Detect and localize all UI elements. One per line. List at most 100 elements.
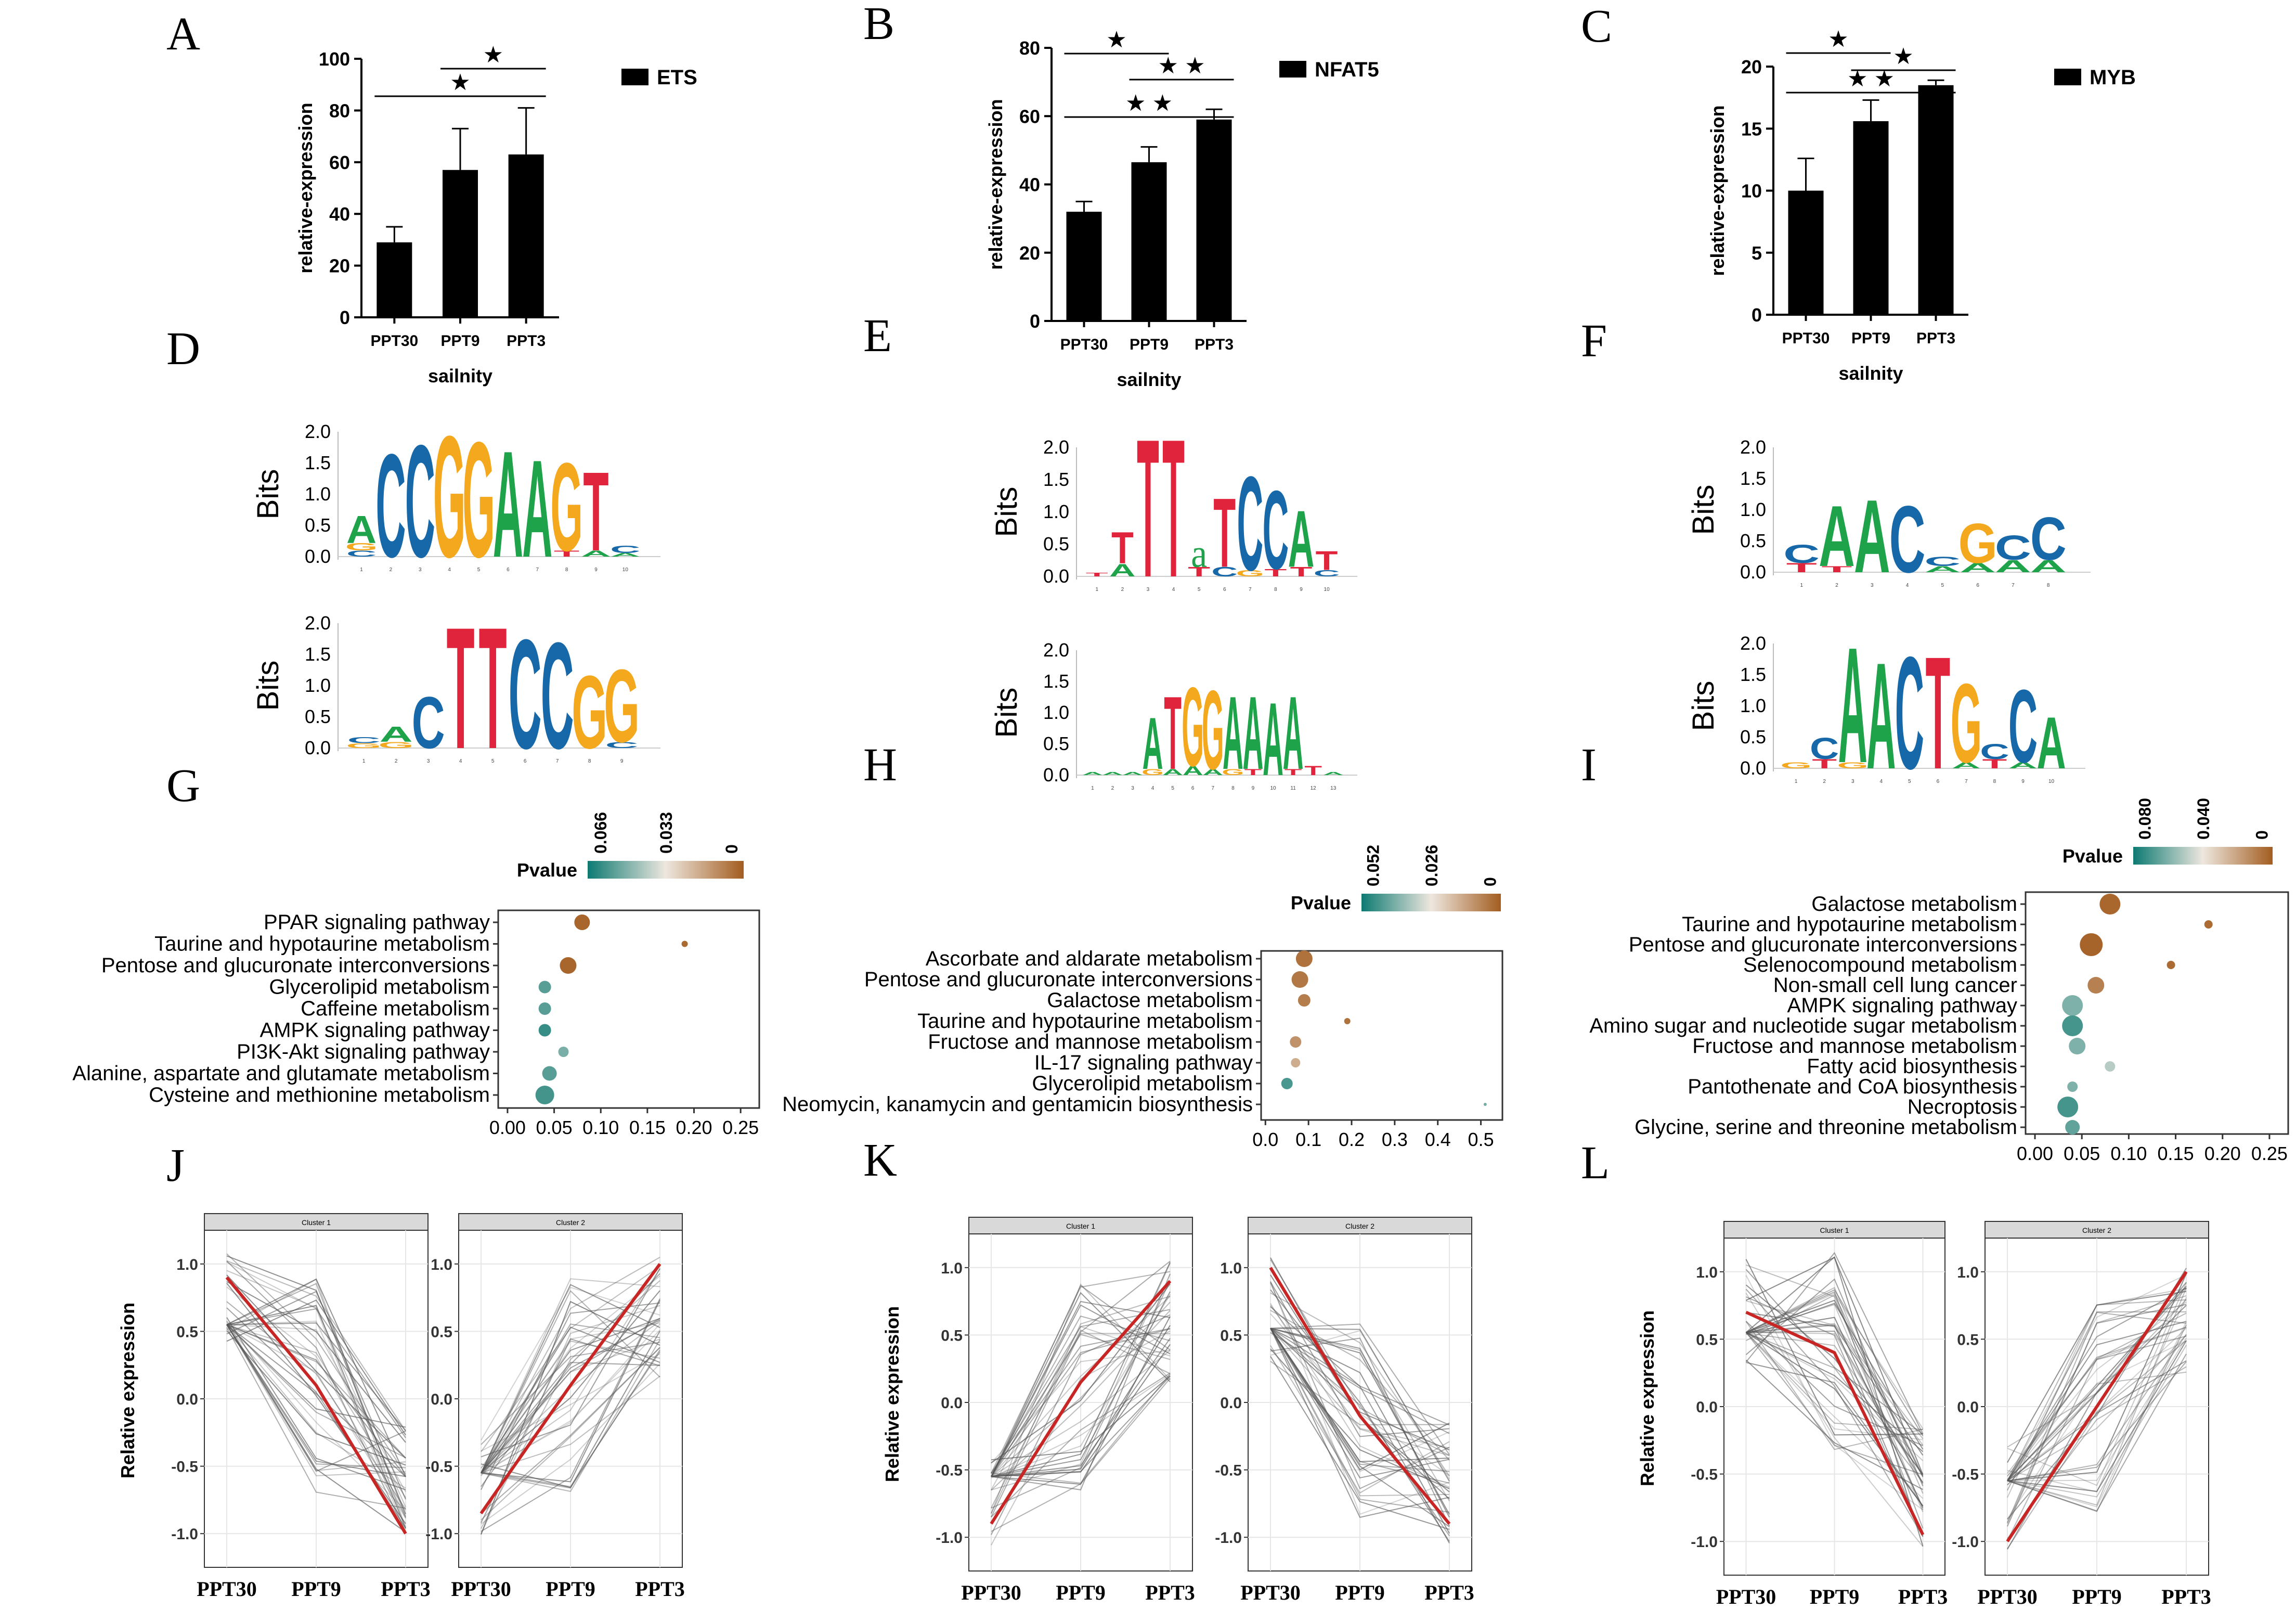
logo-y-title: Bits <box>1687 485 1720 535</box>
x-tick-label-PPT30: PPT30 <box>1977 1585 2038 1608</box>
y-tick-label: 1.0 <box>941 1260 963 1277</box>
y-tick-label: 0.0 <box>1957 1399 1979 1416</box>
point-1 <box>574 915 590 930</box>
logo-position: 7 <box>2012 583 2015 588</box>
x-tick-label-PPT30: PPT30 <box>1716 1585 1776 1608</box>
member-line <box>226 1324 406 1428</box>
member-line <box>481 1347 660 1521</box>
member-line <box>1746 1304 1924 1512</box>
logo-position: 5 <box>1941 583 1944 588</box>
logo-letter-A: A <box>1323 771 1344 776</box>
x-tick-label: 0.25 <box>2251 1143 2288 1164</box>
member-line <box>226 1317 406 1490</box>
member-line <box>2007 1299 2187 1482</box>
point-4 <box>538 981 551 994</box>
logo-position: 2 <box>1823 779 1826 784</box>
y-axis-title: relative-expression <box>985 99 1006 269</box>
member-line <box>226 1324 406 1477</box>
member-line <box>226 1324 406 1459</box>
term-label: Taurine and hypotaurine metabolism <box>1682 913 2017 936</box>
colorbar <box>1361 894 1501 911</box>
logo-y-tick: 1.0 <box>305 483 331 505</box>
logo-letter-T: T <box>1264 566 1287 578</box>
logo-letter-C: C <box>412 682 445 764</box>
logo-letter-T: T <box>1244 767 1262 777</box>
member-line <box>1270 1328 1450 1457</box>
member-line <box>2007 1282 2187 1486</box>
y-tick-label: 0.5 <box>1220 1327 1242 1344</box>
logo-position: 3 <box>1851 779 1854 784</box>
member-line <box>1745 1332 1923 1431</box>
member-line <box>1270 1345 1450 1494</box>
member-line <box>226 1260 406 1532</box>
significance-label: ★ <box>483 42 503 68</box>
logo-letter-A: A <box>1202 767 1223 777</box>
term-label: Amino sugar and nucleotide sugar metabol… <box>1589 1014 2017 1037</box>
member-line <box>481 1257 660 1474</box>
logo-letter-A: A <box>1960 560 1996 575</box>
member-line <box>1270 1303 1450 1488</box>
legend-title: Pvalue <box>2062 845 2123 867</box>
member-line <box>991 1349 1171 1464</box>
legend-tick: 0.040 <box>2194 798 2213 840</box>
member-line <box>1270 1328 1450 1471</box>
member-line <box>481 1268 660 1474</box>
term-label: IL-17 signaling pathway <box>1034 1051 1253 1074</box>
member-line <box>481 1299 660 1483</box>
member-line <box>2007 1302 2187 1482</box>
term-label: Taurine and hypotaurine metabolism <box>154 933 490 956</box>
logo-position: 7 <box>1249 587 1252 593</box>
x-tick-label-PPT3: PPT3 <box>507 332 546 350</box>
logo-y-tick: 2.0 <box>1740 436 1766 458</box>
logo-letter-T: T <box>554 549 579 559</box>
logo-letter-T: T <box>1111 523 1134 573</box>
y-tick-label: -0.5 <box>936 1462 963 1479</box>
logo-position: 2 <box>395 758 398 764</box>
trend-chart-J: Cluster 1 -1.0 -0.5 0.0 0.5 1.0 PPT30 PPT9 PPT3 C… <box>117 1213 685 1601</box>
logo-letter-T: T <box>1086 572 1108 578</box>
member-line <box>1270 1328 1450 1482</box>
point-11 <box>2057 1097 2079 1117</box>
pvalue-legend-I: Pvalue 0.080 0.040 0 <box>2062 798 2273 867</box>
term-label: Pantothenate and CoA biosynthesis <box>1688 1075 2017 1098</box>
logo-position: 5 <box>491 758 495 764</box>
logo-y-title: Bits <box>251 469 285 520</box>
plot-frame <box>2025 891 2289 1135</box>
logo-position: 3 <box>427 758 430 764</box>
logo-letter-A: A <box>346 508 377 551</box>
member-line <box>226 1322 406 1432</box>
y-tick-label: -0.5 <box>1952 1466 1979 1484</box>
member-line <box>226 1301 406 1510</box>
x-tick-label: 0.00 <box>489 1117 526 1138</box>
bar-PPT9 <box>1131 162 1167 321</box>
logo-letter-T: T <box>1285 767 1302 777</box>
y-tick-label: 40 <box>329 203 350 225</box>
logo-letter-A: A <box>380 722 413 746</box>
member-line <box>991 1333 1171 1477</box>
y-tick-label: 0.0 <box>431 1391 452 1408</box>
logo-letter-A: A <box>1838 613 1867 797</box>
logo-letter-C: C <box>1980 740 2009 764</box>
member-line <box>2007 1360 2187 1520</box>
y-tick-label: 0.5 <box>1957 1331 1979 1348</box>
legend-title: Pvalue <box>1291 892 1351 913</box>
y-tick-label: 15 <box>1741 118 1762 139</box>
point-8 <box>2069 1038 2086 1054</box>
legend-tick: 0.066 <box>591 812 610 854</box>
term-label: Fructose and mannose metabolism <box>1692 1035 2017 1058</box>
x-tick-label-PPT30: PPT30 <box>197 1577 257 1601</box>
logo-position: 13 <box>1330 785 1337 791</box>
logo-letter-C: C <box>1889 486 1926 593</box>
legend-tick: 0.033 <box>657 812 676 854</box>
logo-position: 8 <box>1274 587 1277 593</box>
bar-chart-A: 0 20 40 60 80 100 PPT30 PPT9 PPT3 sailnity relativ… <box>295 42 697 387</box>
logo-letter-A: A <box>1924 564 1961 574</box>
facet-strip-label: Cluster 1 <box>1820 1226 1849 1234</box>
member-line <box>481 1290 660 1474</box>
logo-letter-T: T <box>1213 479 1236 588</box>
member-line <box>991 1315 1171 1477</box>
logo-letter-T: T <box>1812 757 1837 771</box>
logo-position: 9 <box>620 758 624 764</box>
logo-y-title: Bits <box>990 487 1023 537</box>
